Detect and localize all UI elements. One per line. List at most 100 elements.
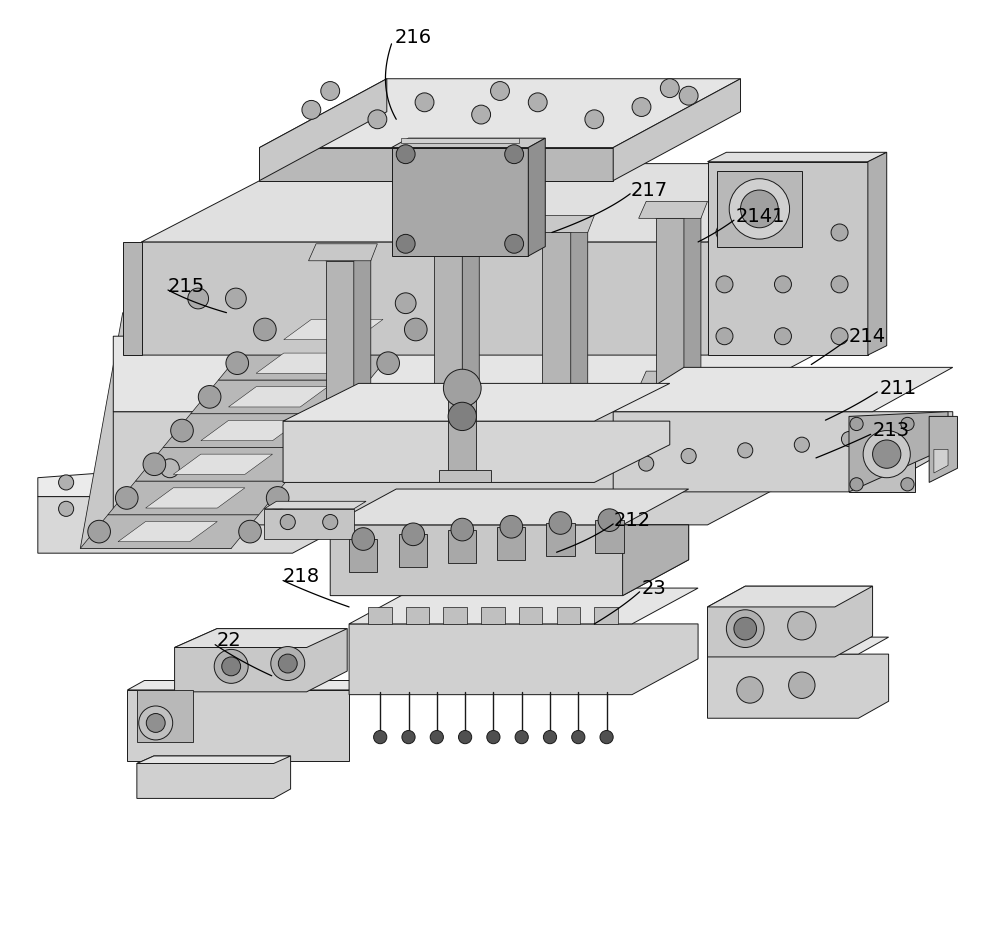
Text: 215: 215 <box>168 277 205 296</box>
Polygon shape <box>399 534 427 568</box>
Circle shape <box>774 327 791 344</box>
Polygon shape <box>330 489 689 525</box>
Polygon shape <box>401 138 519 143</box>
Circle shape <box>538 445 557 464</box>
Polygon shape <box>849 416 915 492</box>
Circle shape <box>198 386 221 408</box>
Circle shape <box>632 97 651 116</box>
Polygon shape <box>708 587 873 657</box>
Polygon shape <box>349 539 377 572</box>
Polygon shape <box>113 326 858 412</box>
Polygon shape <box>80 312 274 549</box>
Circle shape <box>831 327 848 344</box>
Circle shape <box>222 657 241 675</box>
Polygon shape <box>256 353 355 374</box>
Text: 2141: 2141 <box>736 207 785 226</box>
Polygon shape <box>309 244 377 261</box>
Circle shape <box>302 459 321 478</box>
Polygon shape <box>708 637 889 654</box>
Circle shape <box>404 318 427 341</box>
Polygon shape <box>259 79 741 148</box>
Polygon shape <box>623 525 689 596</box>
Polygon shape <box>525 385 594 402</box>
Polygon shape <box>137 756 291 763</box>
Polygon shape <box>717 171 802 247</box>
Circle shape <box>774 276 791 293</box>
Circle shape <box>831 224 848 241</box>
Polygon shape <box>595 520 624 553</box>
Polygon shape <box>137 690 193 742</box>
Polygon shape <box>684 209 701 388</box>
Circle shape <box>505 235 524 254</box>
Polygon shape <box>354 252 371 430</box>
Polygon shape <box>80 515 259 549</box>
Circle shape <box>294 453 317 476</box>
Polygon shape <box>708 587 873 607</box>
Circle shape <box>271 646 305 680</box>
Polygon shape <box>38 497 363 553</box>
Circle shape <box>841 431 857 447</box>
Polygon shape <box>38 459 363 497</box>
Polygon shape <box>330 525 689 596</box>
Circle shape <box>660 79 679 97</box>
Circle shape <box>600 730 613 744</box>
Circle shape <box>368 110 387 129</box>
Polygon shape <box>417 399 486 416</box>
Circle shape <box>491 81 509 100</box>
Polygon shape <box>136 447 314 482</box>
Circle shape <box>509 459 528 478</box>
Polygon shape <box>142 164 858 242</box>
Circle shape <box>774 224 791 241</box>
Circle shape <box>754 260 774 281</box>
Circle shape <box>681 448 696 464</box>
Circle shape <box>188 289 209 309</box>
Polygon shape <box>264 509 354 539</box>
Polygon shape <box>868 152 887 355</box>
Circle shape <box>443 454 462 473</box>
Polygon shape <box>708 654 889 718</box>
Polygon shape <box>417 230 486 247</box>
Circle shape <box>146 713 165 732</box>
Circle shape <box>543 730 557 744</box>
Polygon shape <box>191 380 369 413</box>
Circle shape <box>528 93 547 112</box>
Circle shape <box>794 437 809 452</box>
Circle shape <box>352 528 375 551</box>
Circle shape <box>322 419 344 442</box>
Circle shape <box>791 255 812 276</box>
Polygon shape <box>175 629 347 692</box>
Polygon shape <box>283 421 670 482</box>
Text: 211: 211 <box>879 378 916 397</box>
Circle shape <box>565 293 586 313</box>
Text: 217: 217 <box>630 181 667 200</box>
Circle shape <box>472 105 491 124</box>
Polygon shape <box>557 607 580 624</box>
Polygon shape <box>613 367 953 412</box>
Polygon shape <box>392 138 545 148</box>
Circle shape <box>430 730 443 744</box>
Circle shape <box>659 291 680 312</box>
Circle shape <box>901 478 914 491</box>
Circle shape <box>598 509 621 532</box>
Circle shape <box>831 276 848 293</box>
Polygon shape <box>443 607 467 624</box>
Circle shape <box>115 486 138 509</box>
Polygon shape <box>264 501 366 509</box>
Polygon shape <box>283 383 670 421</box>
Polygon shape <box>228 387 328 407</box>
Polygon shape <box>546 523 575 556</box>
Polygon shape <box>392 148 528 256</box>
Circle shape <box>679 86 698 105</box>
Circle shape <box>59 475 74 490</box>
Circle shape <box>850 478 863 491</box>
Polygon shape <box>113 412 858 525</box>
Polygon shape <box>448 530 476 563</box>
Circle shape <box>153 501 168 517</box>
Circle shape <box>323 515 338 530</box>
Circle shape <box>88 520 110 543</box>
Polygon shape <box>542 223 588 233</box>
Polygon shape <box>108 482 286 515</box>
Circle shape <box>226 289 246 309</box>
Polygon shape <box>309 413 377 430</box>
Circle shape <box>863 430 910 478</box>
